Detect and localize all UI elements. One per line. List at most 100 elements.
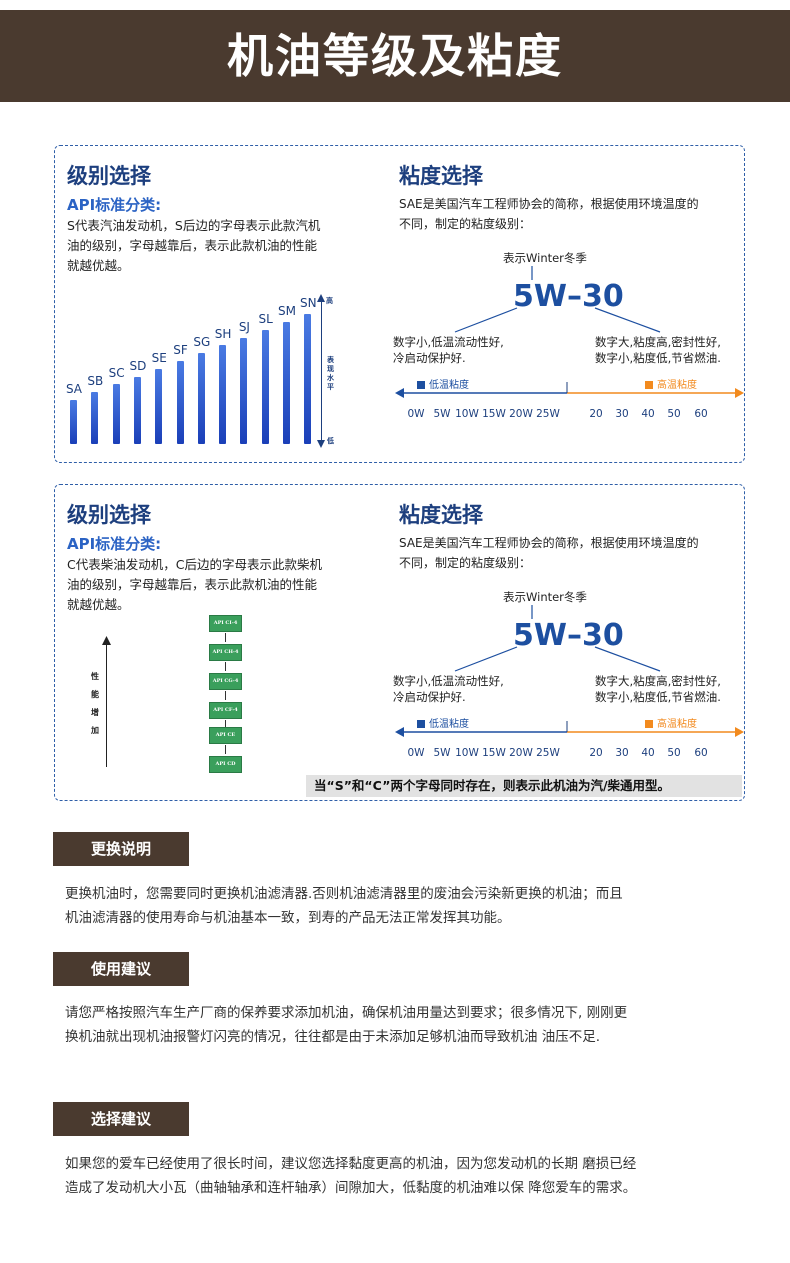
api-description: S代表汽油发动机，S后边的字母表示此款汽机 油的级别，字母越靠后，表示此款机油的… [67, 216, 367, 276]
section-line: 更换机油时，您需要同时更换机油滤清器.否则机油滤清器里的废油会污染新更换的机油；… [65, 886, 623, 902]
sae-desc-line: 不同，制定的粘度级别： [399, 217, 532, 231]
viscosity-tick-low: 25W [536, 747, 560, 759]
axis-high-label: 高 [326, 297, 333, 305]
sae-desc-line: SAE是美国汽车工程师协会的简称，根据使用环境温度的 [399, 197, 699, 211]
sae-viscosity-block: 粘度选择 SAE是美国汽车工程师协会的简称，根据使用环境温度的 不同，制定的粘度… [393, 485, 745, 775]
viscosity-tick-low: 0W [407, 408, 425, 420]
square-icon [417, 720, 425, 728]
performance-label-char: 能 [91, 690, 99, 699]
winter-label: 表示Winter冬季 [503, 590, 587, 604]
section-line: 造成了发动机大小瓦（曲轴轴承和连杆轴承）间隙加大，低黏度的机油难以保 降您爱车的… [65, 1180, 637, 1196]
grade-bar-label: SD [129, 358, 147, 373]
viscosity-heading: 粘度选择 [399, 164, 483, 188]
api-cg4-box: API CG-4 [209, 673, 242, 690]
low-number-explanation: 数字小,低温流动性好, 冷启动保护好. [393, 335, 504, 365]
api-desc-line: S代表汽油发动机，S后边的字母表示此款汽机 [67, 218, 321, 233]
viscosity-tick-high: 20 [589, 747, 603, 759]
high-temp-legend: 高温粘度 [645, 715, 697, 730]
grade-bar [70, 400, 77, 444]
grade-heading: 级别选择 [67, 503, 151, 527]
grade-bar-label: SB [87, 374, 104, 389]
page-title: 机油等级及粘度 [227, 29, 563, 83]
grade-bar [261, 329, 269, 444]
api-ci4-box: API CI-4 [209, 615, 242, 632]
grade-bar [133, 376, 141, 444]
viscosity-tick-high: 40 [641, 408, 655, 420]
api-desc-line: 油的级别，字母越靠后，表示此款机油的性能 [67, 238, 318, 253]
gasoline-grade-panel: 级别选择 API标准分类: S代表汽油发动机，S后边的字母表示此款汽机 油的级别… [54, 145, 745, 463]
header-banner: 机油等级及粘度 [0, 10, 790, 102]
api-cf4-box: API CF-4 [209, 702, 242, 719]
section-line: 机油滤清器的使用寿命与机油基本一致，到寿的产品无法正常发挥其功能。 [65, 910, 511, 926]
api-cd-box: API CD [209, 756, 242, 773]
api-arrow [225, 691, 226, 700]
grade-bar-label: SJ [238, 319, 250, 334]
viscosity-tick-low: 10W [455, 747, 479, 759]
section-title-replacement: 更换说明 [53, 832, 189, 866]
grade-bar-label: SC [108, 366, 125, 381]
viscosity-tick-high: 60 [694, 747, 708, 759]
api-ch4-box: API CH-4 [209, 644, 242, 661]
api-arrow [225, 662, 226, 671]
performance-label-char: 增 [91, 708, 99, 717]
high-number-explanation: 数字大,粘度高,密封性好, 数字小,粘度低,节省燃油. [595, 335, 721, 365]
grade-bar [304, 314, 312, 444]
viscosity-tick-high: 20 [589, 408, 603, 420]
viscosity-tick-high: 30 [615, 747, 629, 759]
section-line: 如果您的爱车已经使用了很长时间，建议您选择黏度更高的机油，因为您发动机的长期 磨… [65, 1156, 637, 1172]
viscosity-tick-low: 15W [482, 747, 506, 759]
sae-desc-line: SAE是美国汽车工程师协会的简称，根据使用环境温度的 [399, 536, 699, 550]
performance-label-char: 加 [91, 726, 99, 735]
viscosity-tick-high: 30 [615, 408, 629, 420]
viscosity-tick-high: 50 [667, 408, 681, 420]
grade-bar [219, 345, 227, 444]
performance-arrow-icon [102, 636, 111, 645]
performance-label-char: 性 [91, 672, 99, 681]
axis-low-label: 低 [327, 437, 334, 445]
section-text-selection: 如果您的爱车已经使用了很长时间，建议您选择黏度更高的机油，因为您发动机的长期 磨… [65, 1152, 745, 1200]
high-temp-legend: 高温粘度 [645, 376, 697, 391]
viscosity-tick-low: 5W [433, 408, 451, 420]
api-arrow [225, 633, 226, 642]
grade-bar [240, 337, 248, 444]
low-temp-legend: 低温粘度 [417, 715, 469, 730]
viscosity-tick-high: 50 [667, 747, 681, 759]
api-arrow [225, 745, 226, 754]
section-text-usage: 请您严格按照汽车生产厂商的保养要求添加机油，确保机油用量达到要求；很多情况下, … [65, 1001, 745, 1049]
api-desc-line: 就越优越。 [67, 258, 130, 273]
sae-diagram-lines [395, 266, 744, 398]
axis-level-label: 表 现 水 平 [327, 356, 334, 391]
viscosity-tick-low: 15W [482, 408, 506, 420]
viscosity-heading: 粘度选择 [399, 503, 483, 527]
viscosity-code: 5W–30 [513, 279, 624, 314]
viscosity-tick-high: 60 [694, 408, 708, 420]
api-description: C代表柴油发动机，C后边的字母表示此款柴机 油的级别，字母越靠后，表示此款机油的… [67, 555, 367, 615]
level-axis-line [321, 298, 322, 442]
sae-diagram-lines [395, 605, 744, 737]
grade-bar-label: SM [278, 304, 296, 318]
viscosity-tick-low: 5W [433, 747, 451, 759]
section-title-usage: 使用建议 [53, 952, 189, 986]
sae-viscosity-block: 粘度选择 SAE是美国汽车工程师协会的简称，根据使用环境温度的 不同，制定的粘度… [393, 146, 745, 464]
viscosity-tick-low: 20W [509, 408, 533, 420]
api-desc-line: C代表柴油发动机，C后边的字母表示此款柴机 [67, 557, 322, 572]
viscosity-tick-low: 25W [536, 408, 560, 420]
grade-bar-label: SH [214, 327, 232, 342]
square-icon [645, 381, 653, 389]
grade-bar [176, 361, 184, 444]
viscosity-tick-high: 40 [641, 747, 655, 759]
api-arrow [225, 720, 226, 729]
winter-label: 表示Winter冬季 [503, 251, 587, 265]
api-desc-line: 油的级别，字母越靠后，表示此款机油的性能 [67, 577, 318, 592]
grade-bar-label: SF [173, 343, 188, 357]
api-desc-line: 就越优越。 [67, 597, 130, 612]
grade-heading: 级别选择 [67, 164, 151, 188]
grade-bar-label: SG [193, 335, 211, 350]
grade-bar [155, 368, 163, 444]
diesel-grade-panel: 级别选择 API标准分类: C代表柴油发动机，C后边的字母表示此款柴机 油的级别… [54, 484, 745, 801]
grade-bar [283, 322, 290, 444]
dual-use-note: 当“S”和“C”两个字母同时存在，则表示此机油为汽/柴通用型。 [306, 775, 742, 797]
api-ce-box: API CE [209, 727, 242, 744]
grade-bar-label: SA [65, 382, 83, 396]
viscosity-code: 5W–30 [513, 618, 624, 653]
